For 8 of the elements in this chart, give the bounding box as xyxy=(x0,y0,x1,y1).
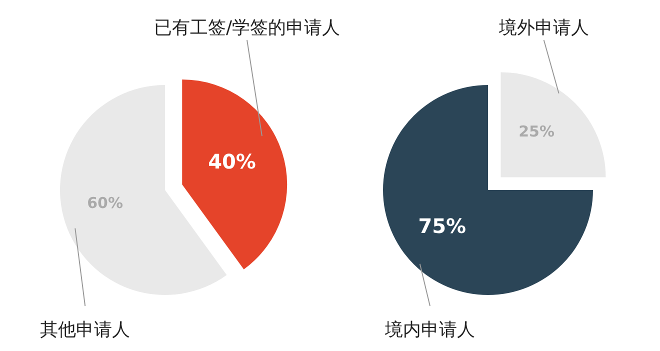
data-label: 40% xyxy=(208,150,256,174)
data-label: 60% xyxy=(87,194,124,212)
data-label: 75% xyxy=(418,214,466,238)
slice-label: 已有工签/学签的申请人 xyxy=(154,18,340,38)
data-label: 25% xyxy=(518,122,555,140)
slice-label: 境内申请人 xyxy=(384,320,475,340)
slice-label: 其他申请人 xyxy=(40,320,130,340)
slice-label: 境外申请人 xyxy=(498,18,589,38)
